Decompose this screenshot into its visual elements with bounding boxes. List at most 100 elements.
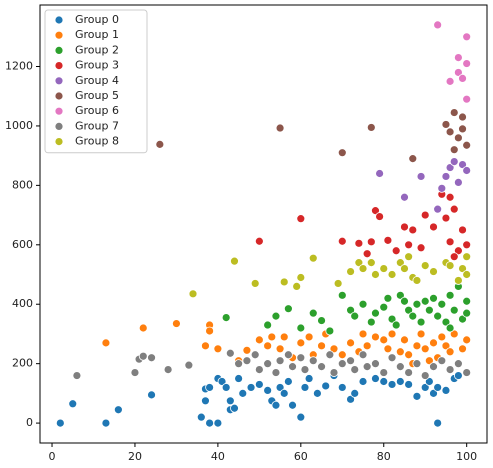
point (387, 353, 397, 363)
point (383, 235, 393, 245)
legend-label: Group 1 (75, 28, 119, 41)
point (101, 338, 111, 348)
point (408, 311, 418, 321)
point (325, 326, 335, 336)
legend-label: Group 4 (75, 74, 119, 87)
point (350, 365, 360, 375)
point (400, 264, 409, 273)
point (221, 313, 231, 323)
point (300, 383, 310, 392)
point (308, 253, 318, 263)
point (462, 368, 472, 377)
point (462, 308, 472, 318)
point (263, 386, 273, 395)
point (366, 317, 376, 327)
point (271, 311, 281, 321)
legend-label: Group 7 (75, 119, 119, 132)
point (213, 344, 223, 354)
point (416, 172, 426, 181)
point (362, 362, 372, 372)
point (371, 270, 380, 279)
point (275, 123, 285, 133)
point (453, 359, 463, 369)
y-tick-label: 800 (12, 178, 33, 191)
point (275, 383, 285, 392)
point (445, 76, 455, 86)
point (366, 123, 376, 132)
point (221, 383, 231, 392)
point (375, 212, 385, 221)
point (379, 368, 389, 377)
point (445, 365, 455, 375)
point (263, 341, 273, 351)
point (246, 383, 256, 392)
y-tick-label: 600 (12, 238, 33, 251)
point (205, 326, 214, 336)
point (433, 311, 443, 321)
point (462, 94, 472, 104)
point (317, 362, 326, 372)
point (462, 296, 472, 306)
point (437, 332, 447, 342)
point (304, 374, 314, 383)
point (337, 290, 347, 300)
point (395, 290, 405, 300)
x-tick-label: 0 (49, 450, 56, 463)
point (449, 157, 459, 166)
point (441, 317, 451, 327)
point (279, 277, 289, 287)
point (449, 145, 459, 155)
point (429, 388, 438, 398)
point (371, 374, 380, 383)
point (458, 264, 467, 273)
point (400, 296, 409, 306)
point (205, 383, 214, 392)
point (453, 371, 463, 380)
x-tick-label: 20 (128, 450, 142, 463)
point (445, 347, 455, 357)
point (412, 359, 422, 369)
point (308, 356, 318, 366)
point (329, 368, 339, 377)
point (68, 399, 78, 409)
point (458, 112, 467, 122)
point (333, 279, 343, 288)
point (317, 316, 326, 325)
point (441, 172, 451, 181)
legend-marker (54, 106, 64, 116)
point (395, 347, 405, 357)
point (400, 222, 409, 232)
point (462, 240, 472, 250)
point (420, 210, 430, 220)
point (346, 356, 355, 366)
point (358, 377, 368, 386)
point (254, 236, 264, 246)
point (433, 204, 443, 214)
point (458, 344, 467, 354)
point (358, 350, 368, 360)
legend-marker (54, 15, 64, 25)
point (408, 154, 418, 164)
point (317, 341, 326, 351)
point (196, 412, 206, 422)
point (433, 20, 443, 30)
legend-label: Group 0 (75, 13, 119, 26)
point (424, 356, 434, 366)
y-tick-label: 200 (12, 357, 33, 370)
y-tick-label: 0 (26, 416, 33, 429)
point (242, 356, 252, 366)
point (412, 299, 422, 309)
point (371, 359, 380, 369)
point (279, 388, 289, 398)
point (313, 388, 322, 398)
point (350, 388, 360, 398)
point (420, 344, 430, 354)
point (424, 377, 434, 386)
point (288, 362, 297, 372)
point (337, 359, 347, 369)
point (404, 368, 414, 377)
x-tick-label: 60 (294, 450, 308, 463)
point (445, 192, 455, 202)
point (462, 59, 472, 68)
point (213, 418, 223, 428)
